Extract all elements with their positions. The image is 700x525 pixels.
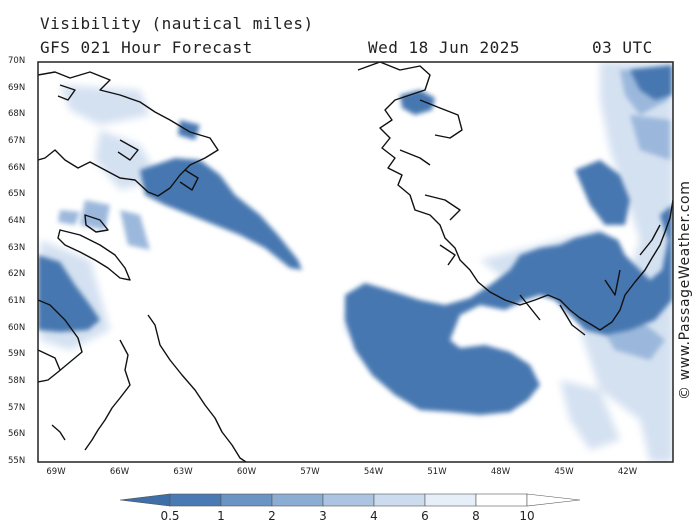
legend-label: 3 (319, 509, 327, 523)
lat-label: 60N (8, 322, 26, 333)
lat-label: 63N (8, 242, 26, 253)
lat-label: 68N (8, 109, 26, 120)
forecast-time: 03 UTC (592, 38, 653, 57)
legend-label: 0.5 (160, 509, 180, 523)
legend-label: 10 (519, 509, 535, 523)
legend-label: 1 (217, 509, 225, 523)
map-frame (37, 61, 674, 463)
lat-label: 58N (8, 376, 26, 386)
map-title: Visibility (nautical miles) (40, 14, 314, 33)
lat-label: 59N (8, 349, 26, 360)
hudson-strait-islands (57, 214, 131, 281)
legend-label: 4 (370, 509, 378, 523)
coastlines (38, 62, 673, 462)
lon-label: 48W (490, 467, 511, 477)
forecast-date: Wed 18 Jun 2025 (368, 38, 520, 57)
lon-label: 60W (236, 467, 257, 477)
visibility-legend (119, 493, 581, 507)
visibility-field (38, 62, 673, 462)
legend-label: 2 (268, 509, 276, 523)
lat-label: 57N (8, 402, 26, 413)
lon-label: 69W (46, 467, 66, 477)
lat-label: 61N (8, 296, 26, 306)
lat-label: 70N (8, 56, 26, 66)
lon-label: 42W (617, 467, 638, 477)
lat-label: 55N (8, 456, 26, 466)
lon-label: 54W (363, 467, 384, 477)
lon-label: 63W (173, 467, 193, 477)
labrador-coast (38, 299, 247, 462)
lat-label: 66N (8, 162, 26, 173)
lon-label: 66W (109, 467, 130, 477)
baffin-island-coast (38, 71, 219, 197)
legend-label: 6 (421, 509, 429, 523)
forecast-label: GFS 021 Hour Forecast (40, 38, 253, 57)
lat-label: 62N (8, 269, 26, 280)
greenland-coast (357, 62, 673, 336)
lat-label: 67N (8, 136, 26, 146)
credit-watermark: © www.PassageWeather.com (677, 180, 693, 400)
lon-label: 45W (554, 467, 574, 477)
lat-label: 65N (8, 189, 26, 200)
legend-label: 8 (472, 509, 480, 523)
lat-label: 64N (8, 216, 26, 226)
lat-label: 69N (8, 82, 26, 93)
lat-label: 56N (8, 429, 26, 440)
lon-label: 51W (427, 467, 447, 477)
lon-label: 57W (300, 467, 320, 477)
